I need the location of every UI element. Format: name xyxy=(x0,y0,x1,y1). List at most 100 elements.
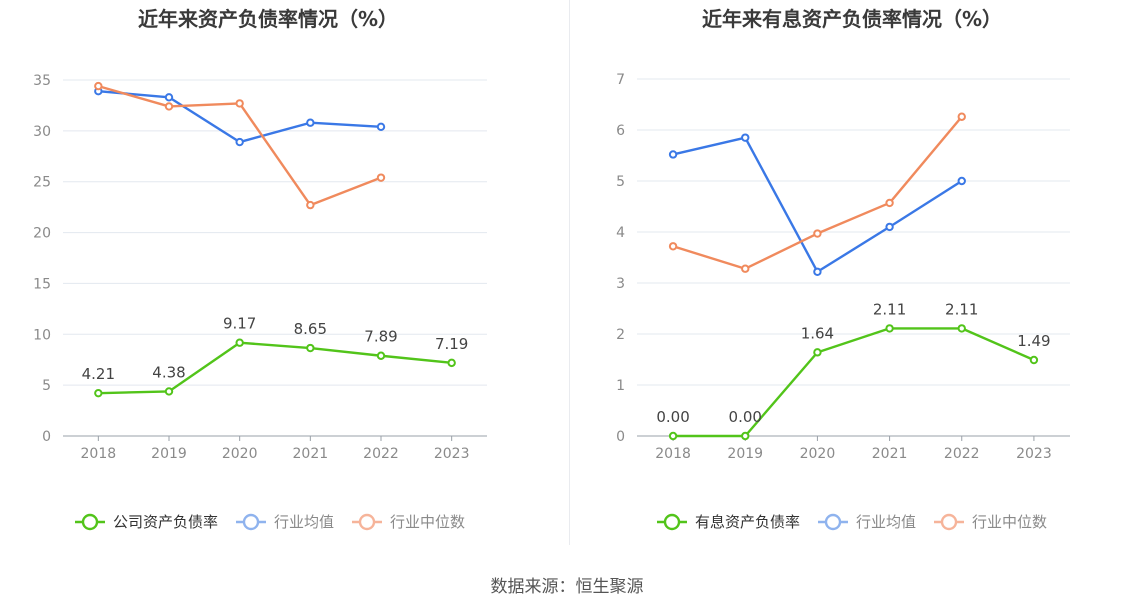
data-point-company xyxy=(885,324,894,333)
y-tick-label: 10 xyxy=(33,327,51,343)
legend-label: 行业中位数 xyxy=(972,513,1047,531)
legend-item-average: 行业均值 xyxy=(236,513,334,531)
y-tick-label: 5 xyxy=(616,174,625,190)
data-point-median xyxy=(741,264,750,273)
data-point-average xyxy=(741,133,750,142)
legend-marker xyxy=(663,513,681,531)
legend-marker xyxy=(824,513,842,531)
data-point-median xyxy=(235,99,244,108)
y-tick-label: 5 xyxy=(42,378,51,394)
data-label: 4.38 xyxy=(152,363,185,381)
data-point-average xyxy=(957,176,966,186)
panel-divider xyxy=(569,0,570,545)
x-tick-label: 2021 xyxy=(293,446,329,462)
legend-item-company: 公司资产负债率 xyxy=(75,513,218,531)
series-line-company xyxy=(673,327,1035,438)
data-label: 2.11 xyxy=(945,300,978,318)
interest-bearing-liability-ratio-chart: 近年来有息资产负债率情况（%） 0 1 2 3 4 5 6 7 2018 2019 2020 2021 2… xyxy=(616,7,1070,531)
data-point-median xyxy=(376,173,386,182)
chart-title: 近年来有息资产负债率情况（%） xyxy=(702,7,1002,31)
data-point-average xyxy=(885,222,894,232)
y-tick-label: 20 xyxy=(33,226,51,242)
data-label: 0.00 xyxy=(656,408,689,426)
legend-label: 公司资产负债率 xyxy=(113,513,218,531)
series-line-average xyxy=(672,136,963,273)
legend-label: 行业均值 xyxy=(274,513,334,531)
data-point-company xyxy=(164,387,174,396)
y-tick-label: 7 xyxy=(616,72,625,88)
y-tick-label: 3 xyxy=(616,276,625,292)
data-point-median xyxy=(957,112,966,121)
y-tick-label: 4 xyxy=(616,225,625,241)
asset-liability-ratio-chart: 近年来资产负债率情况（%） 0 5 10 15 20 25 30 35 2018 2019 2020 2… xyxy=(33,7,487,531)
data-point-company xyxy=(447,358,456,368)
y-tick-label: 35 xyxy=(33,73,51,89)
legend-marker xyxy=(358,513,376,531)
right-chart-panel: 近年来有息资产负债率情况（%） 0 1 2 3 4 5 6 7 2018 2019 2020 2021 2… xyxy=(567,0,1134,545)
data-point-median xyxy=(164,102,174,111)
data-label: 1.49 xyxy=(1017,332,1050,350)
data-point-company xyxy=(1029,355,1039,365)
y-tick-label: 0 xyxy=(616,429,625,445)
legend-label: 行业中位数 xyxy=(390,513,465,531)
data-point-average xyxy=(235,137,244,147)
y-tick-label: 30 xyxy=(33,124,51,140)
data-point-average xyxy=(813,267,822,276)
data-label: 2.11 xyxy=(873,300,906,318)
x-tick-label: 2020 xyxy=(800,446,836,462)
data-label: 0.00 xyxy=(729,408,762,426)
data-point-average xyxy=(306,118,315,127)
data-label: 7.89 xyxy=(364,328,397,346)
x-tick-label: 2022 xyxy=(363,446,399,462)
data-source-note: 数据来源：恒生聚源 xyxy=(490,577,644,597)
legend-item-median: 行业中位数 xyxy=(352,513,465,531)
legend-marker xyxy=(242,513,260,531)
legend-label: 行业均值 xyxy=(856,513,916,531)
series-line-company xyxy=(98,341,452,395)
y-tick-label: 15 xyxy=(33,276,51,292)
data-label: 1.64 xyxy=(801,324,834,342)
data-point-company xyxy=(235,338,244,347)
x-tick-label: 2023 xyxy=(434,446,470,462)
legend-label: 有息资产负债率 xyxy=(695,513,800,531)
data-point-company xyxy=(813,348,822,357)
left-chart-panel: 近年来资产负债率情况（%） 0 5 10 15 20 25 30 35 2018 2019 2020 2… xyxy=(0,0,567,545)
data-point-company xyxy=(376,351,386,360)
x-tick-label: 2019 xyxy=(151,446,187,462)
chart-title: 近年来资产负债率情况（%） xyxy=(138,7,398,31)
series-line-median xyxy=(672,115,963,270)
x-tick-label: 2023 xyxy=(1016,446,1052,462)
data-label: 9.17 xyxy=(223,315,256,333)
data-label: 7.19 xyxy=(435,335,468,353)
y-tick-label: 6 xyxy=(616,123,625,139)
data-point-average xyxy=(376,122,386,131)
x-tick-label: 2022 xyxy=(944,446,980,462)
data-point-company xyxy=(741,431,750,441)
x-tick-label: 2018 xyxy=(81,446,117,462)
legend-marker xyxy=(81,513,99,531)
data-point-median xyxy=(668,242,678,251)
y-tick-label: 2 xyxy=(616,327,625,343)
x-tick-label: 2019 xyxy=(727,446,763,462)
legend-marker xyxy=(940,513,958,531)
data-point-average xyxy=(164,93,174,102)
y-tick-label: 1 xyxy=(616,378,625,394)
legend-item-median: 行业中位数 xyxy=(934,513,1047,531)
data-point-company xyxy=(668,431,678,441)
data-point-median xyxy=(94,81,103,91)
data-point-median xyxy=(306,200,315,210)
y-tick-label: 0 xyxy=(42,429,51,445)
y-tick-label: 25 xyxy=(33,175,51,191)
legend-item-average: 行业均值 xyxy=(818,513,916,531)
x-tick-label: 2018 xyxy=(655,446,691,462)
data-point-median xyxy=(885,198,894,208)
data-label: 4.21 xyxy=(82,365,115,383)
data-point-company xyxy=(306,343,315,353)
data-point-company xyxy=(957,324,966,333)
x-tick-label: 2021 xyxy=(872,446,908,462)
data-label: 8.65 xyxy=(294,320,327,338)
legend-item-company: 有息资产负债率 xyxy=(657,513,800,531)
data-point-company xyxy=(94,388,103,398)
data-point-average xyxy=(668,150,678,159)
data-point-median xyxy=(813,229,822,238)
